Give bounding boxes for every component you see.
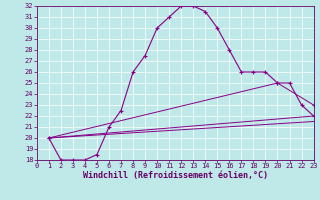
X-axis label: Windchill (Refroidissement éolien,°C): Windchill (Refroidissement éolien,°C) <box>83 171 268 180</box>
